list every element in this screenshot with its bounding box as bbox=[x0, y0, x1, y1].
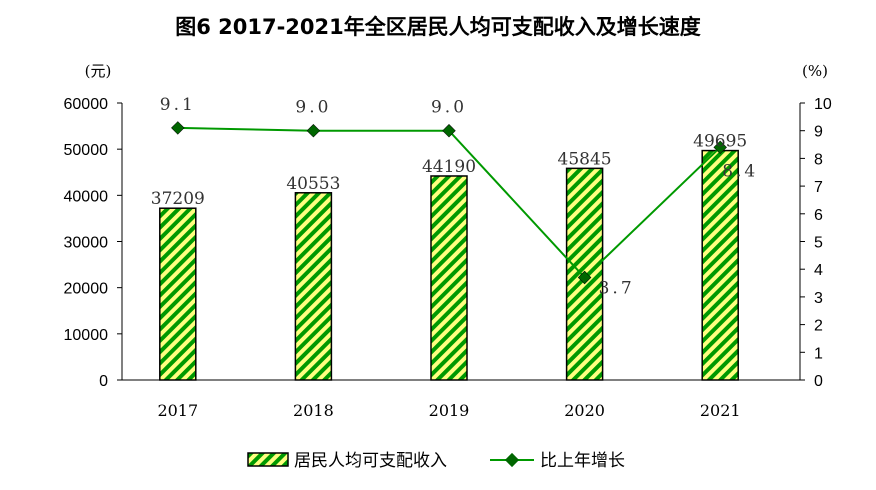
right-tick-label: 9 bbox=[814, 124, 823, 141]
bar-value-label: 40553 bbox=[286, 174, 340, 194]
legend: 居民人均可支配收入 比上年增长 bbox=[247, 451, 625, 471]
bar-value-label: 45845 bbox=[558, 149, 612, 169]
x-tick-label: 2021 bbox=[700, 401, 741, 420]
bar-value-label: 44190 bbox=[422, 157, 476, 177]
right-tick-label: 8 bbox=[814, 151, 823, 168]
right-tick-label: 5 bbox=[814, 235, 823, 252]
x-tick-label: 2020 bbox=[564, 401, 605, 420]
right-tick-label: 2 bbox=[814, 318, 823, 335]
left-tick-label: 10000 bbox=[64, 327, 109, 344]
right-tick-label: 1 bbox=[814, 345, 823, 362]
legend-bar-label: 居民人均可支配收入 bbox=[294, 451, 447, 471]
x-tick-label: 2017 bbox=[157, 401, 198, 420]
left-tick-label: 60000 bbox=[64, 96, 109, 113]
left-tick-label: 50000 bbox=[64, 142, 109, 159]
x-tick-label: 2019 bbox=[429, 401, 470, 420]
growth-marker bbox=[306, 123, 321, 138]
growth-marker bbox=[171, 121, 185, 135]
left-axis-unit: (元) bbox=[85, 62, 112, 80]
left-tick-label: 0 bbox=[99, 373, 108, 390]
legend-line-label: 比上年增长 bbox=[540, 451, 625, 471]
right-tick-label: 6 bbox=[814, 207, 823, 224]
x-tick-label: 2018 bbox=[293, 401, 334, 420]
growth-value-label: 9.1 bbox=[160, 95, 196, 115]
bar bbox=[430, 175, 468, 381]
legend-bar-swatch bbox=[247, 452, 289, 467]
bar bbox=[159, 207, 197, 381]
bar bbox=[701, 149, 739, 381]
right-tick-label: 7 bbox=[814, 179, 823, 196]
bar-value-label: 37209 bbox=[151, 189, 205, 209]
growth-marker bbox=[577, 270, 592, 285]
right-tick-label: 3 bbox=[814, 290, 823, 307]
growth-marker bbox=[442, 123, 456, 138]
growth-marker bbox=[713, 140, 727, 155]
growth-value-label: 9.0 bbox=[295, 98, 331, 118]
growth-value-label: 9.0 bbox=[431, 98, 467, 118]
right-axis-unit: (%) bbox=[802, 62, 828, 80]
left-tick-label: 20000 bbox=[64, 281, 109, 298]
left-tick-label: 30000 bbox=[64, 235, 109, 252]
bar bbox=[294, 192, 333, 381]
left-tick-label: 40000 bbox=[64, 188, 109, 205]
right-tick-label: 4 bbox=[814, 262, 823, 279]
growth-value-label: 3.7 bbox=[599, 279, 635, 299]
growth-value-label: 8.4 bbox=[722, 161, 758, 181]
chart-title: 图6 2017-2021年全区居民人均可支配收入及增长速度 bbox=[175, 15, 701, 39]
bar-value-label: 49695 bbox=[693, 132, 747, 152]
legend-line-marker bbox=[504, 452, 520, 468]
right-tick-label: 10 bbox=[814, 96, 832, 113]
right-tick-label: 0 bbox=[814, 373, 823, 390]
bar bbox=[565, 167, 604, 381]
